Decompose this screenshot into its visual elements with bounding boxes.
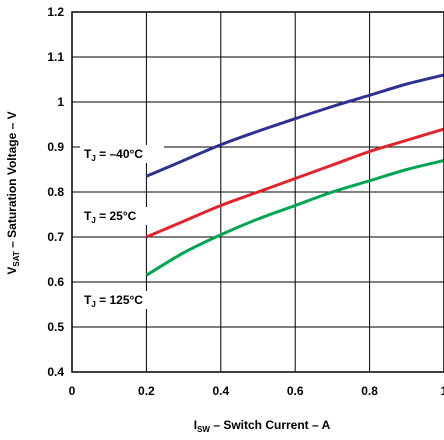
series-label-main: T	[84, 293, 92, 307]
series-labels: TJ = –40°CTJ = 25°CTJ = 125°C	[80, 145, 164, 309]
y-axis-label: VSAT – Saturation Voltage – V	[5, 111, 21, 274]
x-tick-label: 1	[441, 384, 444, 398]
x-tick-label: 0.4	[212, 384, 229, 398]
y-axis-label-sub: SAT	[12, 251, 21, 267]
x-tick-label: 0.8	[361, 384, 378, 398]
y-tick-label: 0.5	[47, 320, 64, 334]
y-tick-label: 0.6	[47, 275, 64, 289]
series-line-2	[145, 159, 444, 277]
series-label-bg	[80, 145, 164, 163]
series-label-2: TJ = 125°C	[84, 293, 143, 309]
plot-area-border	[71, 11, 444, 373]
series-line-0	[145, 73, 444, 178]
y-tick-label: 0.9	[47, 140, 64, 154]
series-label-bg	[80, 207, 164, 225]
series-label-sub: J	[91, 300, 95, 309]
y-tick-label: 1	[57, 95, 64, 109]
series-lines	[145, 73, 444, 277]
x-axis-ticks: 0 0.2 0.4 0.6 0.8 1	[69, 384, 444, 398]
x-axis-label: ISW – Switch Current – A	[194, 418, 331, 434]
series-label-main: T	[84, 209, 92, 223]
y-tick-label: 1.2	[47, 5, 64, 19]
series-label-1: TJ = 25°C	[84, 209, 137, 225]
y-axis-label-rest: – Saturation Voltage – V	[5, 111, 19, 251]
series-label-sub: J	[91, 216, 95, 225]
series-label-rest: = 25°C	[96, 209, 137, 223]
x-tick-label: 0.6	[287, 384, 304, 398]
plot-frame	[71, 11, 444, 373]
series-label-main: T	[84, 147, 92, 161]
series-label-0: TJ = –40°C	[84, 147, 143, 163]
y-axis-ticks: 0.4 0.5 0.6 0.7 0.8 0.9 1 1.1 1.2	[47, 5, 64, 379]
series-label-rest: = –40°C	[96, 147, 143, 161]
x-axis-label-main: I	[194, 418, 197, 432]
y-tick-label: 0.4	[47, 365, 64, 379]
series-label-rest: = 125°C	[96, 293, 143, 307]
y-tick-label: 0.8	[47, 185, 64, 199]
y-axis-label-main: V	[5, 267, 19, 275]
y-tick-label: 0.7	[47, 230, 64, 244]
x-axis-label-rest: – Switch Current – A	[210, 418, 331, 432]
x-axis-label-sub: SW	[197, 425, 210, 434]
series-label-sub: J	[91, 154, 95, 163]
y-tick-label: 1.1	[47, 50, 64, 64]
series-line-1	[145, 127, 444, 239]
x-tick-label: 0.2	[138, 384, 155, 398]
x-tick-label: 0	[69, 384, 76, 398]
series-label-bg	[80, 291, 164, 309]
